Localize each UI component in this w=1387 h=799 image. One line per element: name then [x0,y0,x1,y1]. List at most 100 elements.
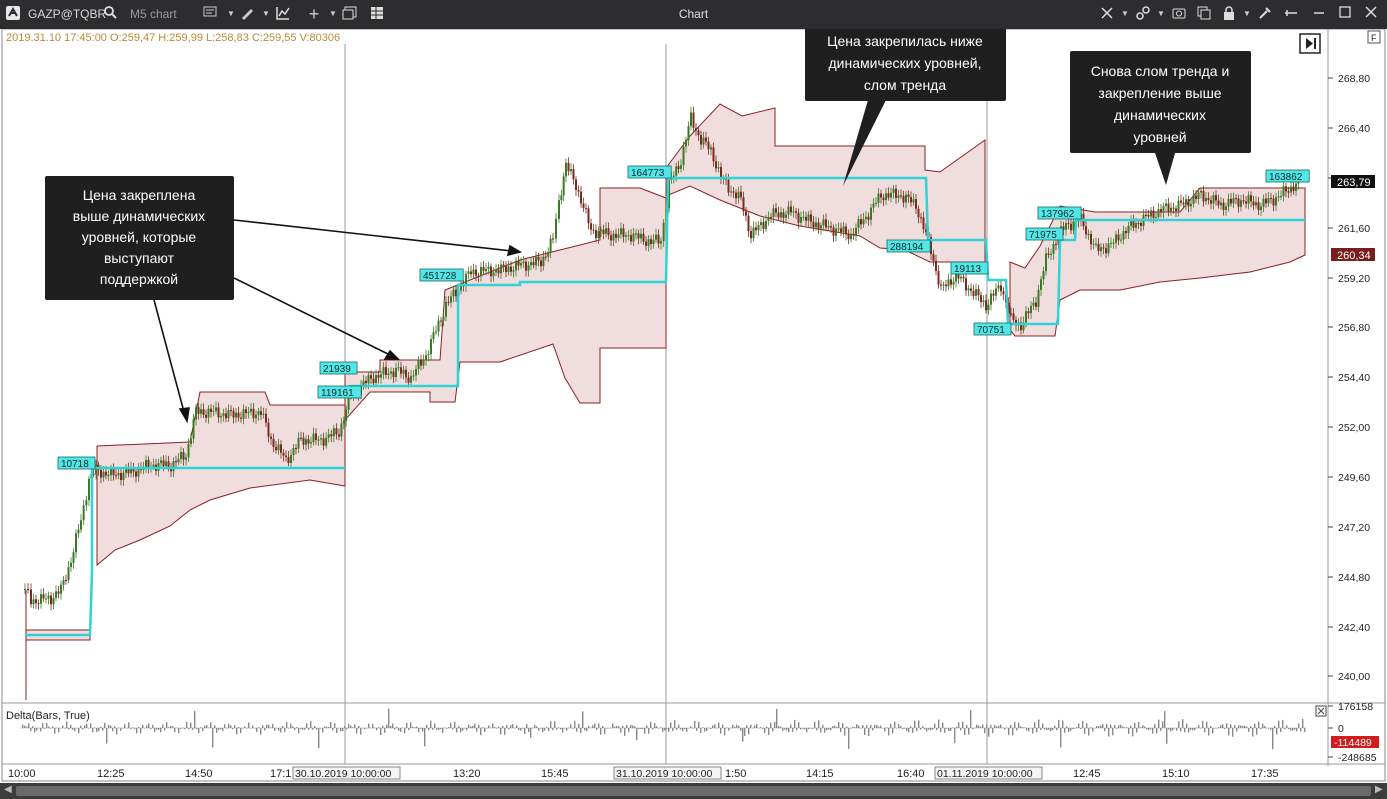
level-label-box [319,361,358,375]
delta-close-icon[interactable] [1315,705,1327,717]
cursor-icon[interactable] [1098,5,1116,23]
price-tick-label: 247,20 [1338,522,1370,534]
camera-icon[interactable] [1170,5,1188,23]
level-label: 451728 [423,271,457,282]
level-label: 163862 [1269,172,1303,183]
horizontal-scrollbar[interactable]: ◀ ▶ [0,783,1387,799]
level-label: 164773 [631,168,665,179]
close-icon[interactable] [1362,5,1380,23]
symbol-label[interactable]: GAZP@TQBR [28,7,107,21]
dynamic-levels-band [25,103,1306,641]
chart-area[interactable]: 10718 21939 119161 451728 164773 288194 19113 7… [0,29,1387,783]
level-label: 288194 [890,242,924,253]
level-label: 137962 [1041,209,1075,220]
copy-icon[interactable] [1195,5,1213,23]
price-tick-label: 259,20 [1338,273,1370,285]
svg-text:F: F [1371,33,1377,43]
time-tick-label: 17:1 [270,768,291,780]
level-label: 71975 [1029,230,1057,241]
level-label-box [973,322,1012,336]
chevron-down-icon[interactable]: ▼ [227,9,235,18]
session-date-label: 01.11.2019 10:00:00 [937,768,1033,780]
grid-icon[interactable] [368,5,386,23]
scroll-right-icon[interactable]: ▶ [1375,784,1383,795]
ohlc-info: 2019.31.10 17:45:00 O:259,47 H:259,99 L:… [6,32,340,44]
time-tick-label: 16:40 [897,768,925,780]
pin-icon[interactable] [1282,5,1300,23]
scroll-thumb[interactable] [16,786,1371,796]
scroll-left-icon[interactable]: ◀ [4,784,12,795]
delta-title: Delta(Bars, True) [6,710,90,722]
search-icon[interactable] [101,5,119,23]
svg-text:260,34: 260,34 [1337,250,1371,262]
time-tick-label: 10:00 [8,768,36,780]
level-label-box [1025,227,1064,241]
crosshair-icon[interactable]: + [308,4,320,24]
price-candles [24,106,1300,700]
delta-tick-label: 0 [1338,723,1344,735]
chart-name[interactable]: M5 chart [130,7,177,21]
price-tick-label: 242,40 [1338,622,1370,634]
level-label-box [1037,206,1082,220]
chevron-down-icon[interactable]: ▼ [1157,9,1165,18]
time-tick-label: 15:45 [541,768,569,780]
time-tick-label: 17:35 [1251,768,1279,780]
session-date-label: 31.10.2019 10:00:00 [616,768,713,780]
price-tick-label: 261,60 [1338,223,1370,235]
annotation-recovery: Снова слом тренда и закрепление выше динам… [1070,51,1251,153]
bars-icon[interactable] [201,5,219,23]
price-tick-label: 254,40 [1338,372,1370,384]
level-label: 10718 [61,459,89,470]
chevron-down-icon[interactable]: ▼ [1243,9,1251,18]
delta-histogram [20,708,1306,750]
callout-pointer [1155,153,1175,185]
chevron-down-icon[interactable]: ▼ [1121,9,1129,18]
time-tick-label: 12:25 [97,768,125,780]
window-icon[interactable] [341,5,359,23]
pencil-icon[interactable] [238,5,256,23]
level-label-box [317,385,362,399]
delta-current-marker: -114489 [1331,736,1379,749]
price-tick-label: 266,40 [1338,123,1370,135]
f-button[interactable]: F [1367,30,1381,44]
current-price-marker: 263,79 [1331,175,1375,189]
session-date-label: 30.10.2019 10:00:00 [295,768,392,780]
annotation-support: Цена закреплена выше динамических уровней,… [45,176,234,300]
title-bar: GAZP@TQBR M5 chart ▼ ▼ + ▼ Chart ▼ ▼ ▼ [0,0,1387,29]
chevron-down-icon[interactable]: ▼ [262,9,270,18]
delta-tick-label: -248685 [1338,752,1377,764]
level-label: 119161 [321,388,354,399]
price-tick-label: 268,80 [1338,73,1370,85]
price-tick-label: 252,00 [1338,422,1370,434]
link-icon[interactable] [1134,5,1152,23]
price-tick-label: 249,60 [1338,472,1370,484]
indicator-icon[interactable] [274,5,292,23]
callout-pointer [843,100,886,186]
delta-tick-label: 176158 [1338,701,1373,713]
red-price-marker: 260,34 [1331,248,1375,262]
annotation-arrows [153,219,523,424]
time-tick-label: 12:45 [1073,768,1101,780]
level-label-box [419,268,464,282]
app-logo-icon [4,5,22,23]
price-tick-label: 256,80 [1338,322,1370,334]
lock-icon[interactable] [1220,5,1238,23]
maximize-icon[interactable] [1336,5,1354,23]
price-tick-label: 244,80 [1338,572,1370,584]
time-tick-label: 1:50 [725,768,746,780]
svg-text:263,79: 263,79 [1337,177,1371,189]
chevron-down-icon[interactable]: ▼ [329,9,337,18]
level-label-box [886,239,931,253]
level-label-box [627,165,672,179]
time-tick-label: 14:15 [806,768,834,780]
time-tick-label: 14:50 [185,768,213,780]
minimize-icon[interactable] [1310,5,1328,23]
svg-text:-114489: -114489 [1334,737,1372,749]
tools-icon[interactable] [1256,5,1274,23]
play-end-icon[interactable] [1299,33,1321,54]
level-label: 19113 [954,264,982,275]
level-label: 70751 [977,325,1005,336]
